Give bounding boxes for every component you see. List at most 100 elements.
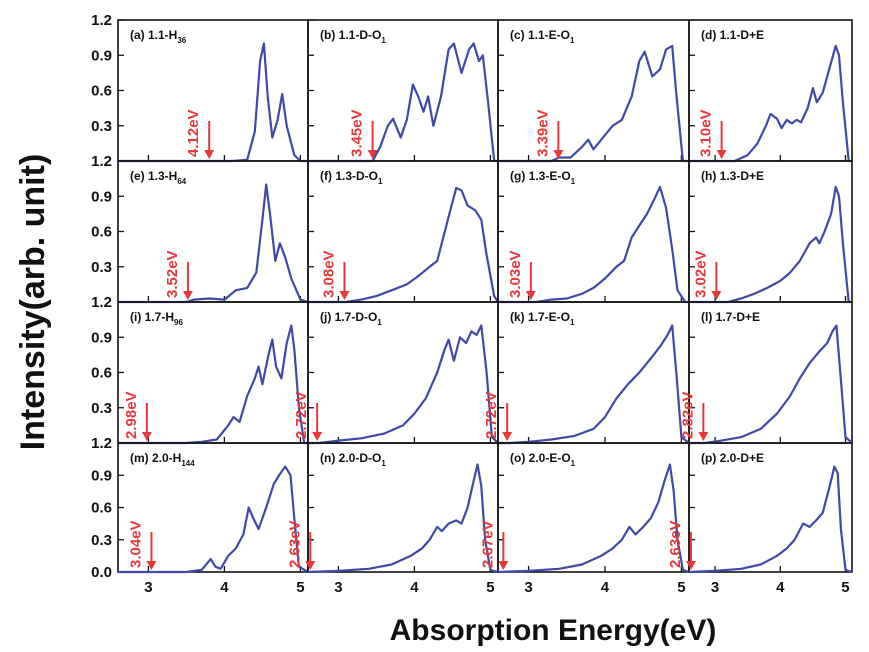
edge-arrowhead xyxy=(525,291,536,300)
panel-m: 3 4 5 0.9 0.6 0.3 0.0 (m) 2.0-H144 3.04eV xyxy=(91,442,309,596)
y-tick-label: 0.6 xyxy=(91,365,112,382)
edge-arrowhead xyxy=(312,432,323,441)
panel-title: (a) 1.1-H36 xyxy=(130,28,187,45)
panel-k: (k) 1.7-E-O1 2.72eV xyxy=(483,301,690,445)
panel-f: (f) 1.3-D-O1 3.08eV xyxy=(307,160,499,304)
edge-arrowhead xyxy=(204,150,215,159)
panel-title: (f) 1.3-D-O1 xyxy=(320,169,383,186)
edge-energy-label: 2.82eV xyxy=(679,391,696,439)
edge-arrowhead xyxy=(339,291,350,300)
y-tick-label: 0.9 xyxy=(91,188,112,205)
spectrum-line xyxy=(307,463,499,574)
panel-title: (e) 1.3-H64 xyxy=(130,169,187,186)
panel-title: (k) 1.7-E-O1 xyxy=(510,310,575,327)
x-tick-label: 5 xyxy=(486,579,494,596)
spectrum-line xyxy=(308,42,498,163)
spectrum-line xyxy=(118,183,309,304)
panel-title: (i) 1.7-H96 xyxy=(130,310,183,327)
edge-arrowhead xyxy=(502,432,513,441)
edge-arrowhead xyxy=(367,150,378,159)
edge-energy-label: 2.98eV xyxy=(123,391,140,439)
spectrum-line xyxy=(308,186,499,304)
spectrum-line xyxy=(689,324,853,445)
spectrum-line xyxy=(689,185,852,304)
panel-e: 0.9 0.6 0.3 1.2 (e) 1.3-H64 3.52eV xyxy=(91,160,309,311)
y-tick-label: 0.9 xyxy=(91,329,112,346)
x-tick-label: 3 xyxy=(711,579,719,596)
x-tick-label: 3 xyxy=(334,579,342,596)
panel-title: (m) 2.0-H144 xyxy=(130,451,195,468)
y-tick-label: 0.9 xyxy=(91,467,112,484)
panel-c: (c) 1.1-E-O1 3.39eV xyxy=(497,19,690,163)
spectrum-line xyxy=(498,185,689,304)
edge-energy-label: 2.63eV xyxy=(667,520,684,568)
y-tick-label: 0.3 xyxy=(91,532,112,549)
panel-j: (j) 1.7-D-O1 2.72eV xyxy=(293,301,499,445)
y-tick-label: 1.2 xyxy=(91,153,112,170)
x-tick-label: 5 xyxy=(677,579,685,596)
y-tick-label: 0.6 xyxy=(91,224,112,241)
panel-title: (l) 1.7-D+E xyxy=(701,310,760,324)
panel-title: (n) 2.0-D-O1 xyxy=(320,451,386,468)
y-tick-label: 0.6 xyxy=(91,500,112,517)
panel-a: 1.2 0.9 0.6 0.3 1.2 (a) 1.1-H36 4.12eV xyxy=(91,12,309,170)
edge-arrowhead xyxy=(182,291,193,300)
panel-title: (h) 1.3-D+E xyxy=(701,169,764,183)
edge-energy-label: 3.04eV xyxy=(127,520,144,568)
panel-title: (d) 1.1-D+E xyxy=(701,28,764,42)
edge-energy-label: 2.67eV xyxy=(479,520,496,568)
spectrum-line xyxy=(688,465,853,574)
y-tick-label: 1.2 xyxy=(91,435,112,452)
edge-energy-label: 3.10eV xyxy=(698,109,715,157)
spectrum-line xyxy=(118,465,309,574)
panel-g: (g) 1.3-E-O1 3.03eV xyxy=(497,160,690,304)
y-tick-label: 0.6 xyxy=(91,83,112,100)
edge-energy-label: 3.08eV xyxy=(321,250,338,298)
panel-n: 3 4 5 (n) 2.0-D-O1 2.63eV xyxy=(286,442,499,596)
x-tick-label: 4 xyxy=(410,579,419,596)
edge-energy-label: 3.03eV xyxy=(507,250,524,298)
panel-b: (b) 1.1-D-O1 3.45eV xyxy=(307,19,499,163)
x-tick-label: 4 xyxy=(220,579,229,596)
y-tick-label: 0.3 xyxy=(91,118,112,135)
edge-arrowhead xyxy=(711,291,722,300)
y-tick-label: 1.2 xyxy=(91,12,112,29)
y-tick-label: 0.9 xyxy=(91,47,112,64)
panel-h: (h) 1.3-D+E 3.02eV xyxy=(688,160,853,304)
panel-title: (p) 2.0-D+E xyxy=(701,451,764,465)
edge-arrowhead xyxy=(698,432,709,441)
spectrum-line xyxy=(308,324,499,445)
x-tick-label: 3 xyxy=(144,579,152,596)
panel-title: (o) 2.0-E-O1 xyxy=(510,451,576,468)
edge-arrowhead xyxy=(685,561,696,570)
panel-title: (c) 1.1-E-O1 xyxy=(510,28,575,45)
edge-energy-label: 2.72eV xyxy=(483,391,500,439)
edge-energy-label: 3.02eV xyxy=(692,250,709,298)
panel-o: 3 4 5 (o) 2.0-E-O1 2.67eV xyxy=(479,442,690,596)
panel-l: (l) 1.7-D+E 2.82eV xyxy=(679,301,853,445)
edge-energy-label: 4.12eV xyxy=(185,109,202,157)
edge-arrowhead xyxy=(553,150,564,159)
edge-energy-label: 3.45eV xyxy=(349,109,366,157)
x-tick-label: 4 xyxy=(776,579,785,596)
spectrum-line xyxy=(118,324,308,445)
x-tick-label: 5 xyxy=(296,579,304,596)
x-axis-title: Absorption Energy(eV) xyxy=(390,614,717,647)
panel-d: (d) 1.1-D+E 3.10eV xyxy=(688,19,853,163)
edge-arrowhead xyxy=(146,561,157,570)
edge-energy-label: 2.63eV xyxy=(286,520,303,568)
edge-arrowhead xyxy=(305,561,316,570)
panel-i: 0.9 0.6 0.3 1.2 (i) 1.7-H96 2.98eV xyxy=(91,301,309,452)
panel-title: (b) 1.1-D-O1 xyxy=(320,28,386,45)
x-tick-label: 4 xyxy=(601,579,610,596)
edge-arrowhead xyxy=(716,150,727,159)
y-axis-title: Intensity(arb. unit) xyxy=(14,154,52,451)
x-tick-label: 3 xyxy=(524,579,532,596)
y-tick-label: 0.3 xyxy=(91,400,112,417)
edge-energy-label: 3.39eV xyxy=(534,109,551,157)
spectrum-line xyxy=(498,324,690,445)
panel-title: (j) 1.7-D-O1 xyxy=(320,310,382,327)
spectrum-line xyxy=(498,44,689,163)
edge-arrowhead xyxy=(141,432,152,441)
